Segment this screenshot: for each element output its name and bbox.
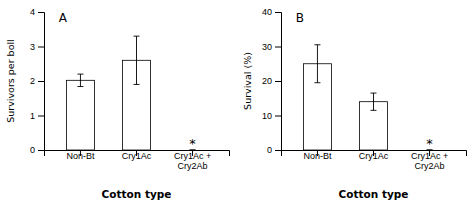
x-tick-label: Non-Bt	[66, 151, 95, 161]
x-tick-label-line: Cry1Ac +	[174, 151, 211, 161]
x-tick-label: Non-Bt	[303, 151, 332, 161]
y-tick-mark	[38, 150, 44, 151]
x-tick-label-line: Non-Bt	[66, 151, 95, 161]
plot-area	[66, 36, 195, 150]
y-axis-line	[38, 13, 45, 151]
panel-title: A	[59, 11, 68, 25]
x-tick-label-line: Cry1Ac	[359, 151, 389, 161]
x-tick-label-line: Cry2Ab	[178, 161, 208, 171]
x-tick-label-line: Cry1Ac	[122, 151, 152, 161]
x-tick: Cry1Ac	[122, 150, 152, 161]
error-bar	[371, 93, 377, 110]
y-tick-mark	[38, 81, 44, 82]
panel: 01234Non-BtCry1AcCry1Ac +Cry2Ab*ASurvivo…	[5, 7, 230, 200]
y-tick-mark	[275, 47, 281, 48]
y-tick-mark	[275, 81, 281, 82]
y-axis-title: Survival (%)	[242, 52, 253, 110]
annotation: *	[426, 136, 433, 151]
y-tick-label: 0	[267, 145, 272, 155]
error-bar-stem	[317, 45, 318, 83]
x-tick: Cry1Ac	[359, 150, 389, 161]
error-bar-stem	[80, 74, 81, 86]
x-tick-label: Cry1Ac	[359, 151, 389, 161]
y-tick-mark	[275, 150, 281, 151]
error-bar-cap	[77, 74, 83, 75]
y-axis-title: Survivors per boll	[5, 39, 16, 122]
chart: 01234Non-BtCry1AcCry1Ac +Cry2Ab*ASurvivo…	[0, 0, 474, 204]
x-tick: Cry1Ac +Cry2Ab	[411, 150, 448, 171]
error-bar-cap	[371, 110, 377, 111]
y-tick-label: 10	[262, 111, 272, 121]
x-tick: Non-Bt	[303, 150, 332, 161]
error-bar-cap	[134, 84, 140, 85]
x-tick-label-line: Non-Bt	[303, 151, 332, 161]
y-tick-mark	[38, 12, 44, 13]
y-tick-label: 2	[30, 76, 35, 86]
y-tick-label: 3	[30, 42, 35, 52]
y-tick: 0	[30, 145, 44, 155]
panel: 010203040Non-BtCry1AcCry1Ac +Cry2Ab*BSur…	[242, 7, 467, 200]
x-axis: Non-Bt Cry1Ac Cry1Ac +Cry2Ab	[282, 150, 467, 171]
y-tick: 30	[262, 42, 281, 52]
plot-area	[303, 45, 432, 150]
x-tick-label-line: Cry2Ab	[415, 161, 445, 171]
y-tick: 40	[262, 7, 281, 17]
y-tick-mark	[38, 116, 44, 117]
error-bar	[314, 45, 320, 83]
x-axis: Non-Bt Cry1Ac Cry1Ac +Cry2Ab	[45, 150, 230, 171]
y-tick: 2	[30, 76, 44, 86]
y-tick-label: 20	[262, 76, 272, 86]
y-axis: 0 1 2 3 4	[30, 7, 45, 155]
panel-title: B	[296, 11, 304, 25]
x-tick-label: Cry1Ac +Cry2Ab	[411, 151, 448, 171]
y-axis: 0 10 20 30 40	[262, 7, 282, 155]
y-tick-label: 40	[262, 7, 272, 17]
x-tick: Cry1Ac +Cry2Ab	[174, 150, 211, 171]
error-bar	[134, 36, 140, 84]
x-tick-label: Cry1Ac +Cry2Ab	[174, 151, 211, 171]
y-tick-mark	[275, 12, 281, 13]
y-tick: 4	[30, 7, 44, 17]
y-tick-label: 30	[262, 42, 272, 52]
annotation: *	[189, 136, 196, 151]
y-tick: 0	[267, 145, 281, 155]
y-tick: 20	[262, 76, 281, 86]
error-bar	[77, 74, 83, 86]
y-tick-label: 0	[30, 145, 35, 155]
y-tick-label: 4	[30, 7, 35, 17]
y-tick: 10	[262, 111, 281, 121]
y-tick-mark	[275, 116, 281, 117]
error-bar-cap	[134, 36, 140, 37]
y-axis-line	[275, 13, 282, 151]
y-tick: 3	[30, 42, 44, 52]
y-tick-label: 1	[30, 111, 35, 121]
x-axis-title: Cotton type	[102, 188, 172, 200]
error-bar-stem	[136, 36, 137, 84]
error-bar-cap	[314, 44, 320, 45]
error-bar-stem	[373, 93, 374, 110]
x-tick-label-line: Cry1Ac +	[411, 151, 448, 161]
x-axis-title: Cotton type	[339, 188, 409, 200]
y-tick: 1	[30, 111, 44, 121]
x-tick-label: Cry1Ac	[122, 151, 152, 161]
error-bar-cap	[371, 93, 377, 94]
x-tick: Non-Bt	[66, 150, 95, 161]
error-bar-cap	[314, 82, 320, 83]
bar	[66, 80, 94, 150]
error-bar-cap	[77, 86, 83, 87]
y-tick-mark	[38, 47, 44, 48]
